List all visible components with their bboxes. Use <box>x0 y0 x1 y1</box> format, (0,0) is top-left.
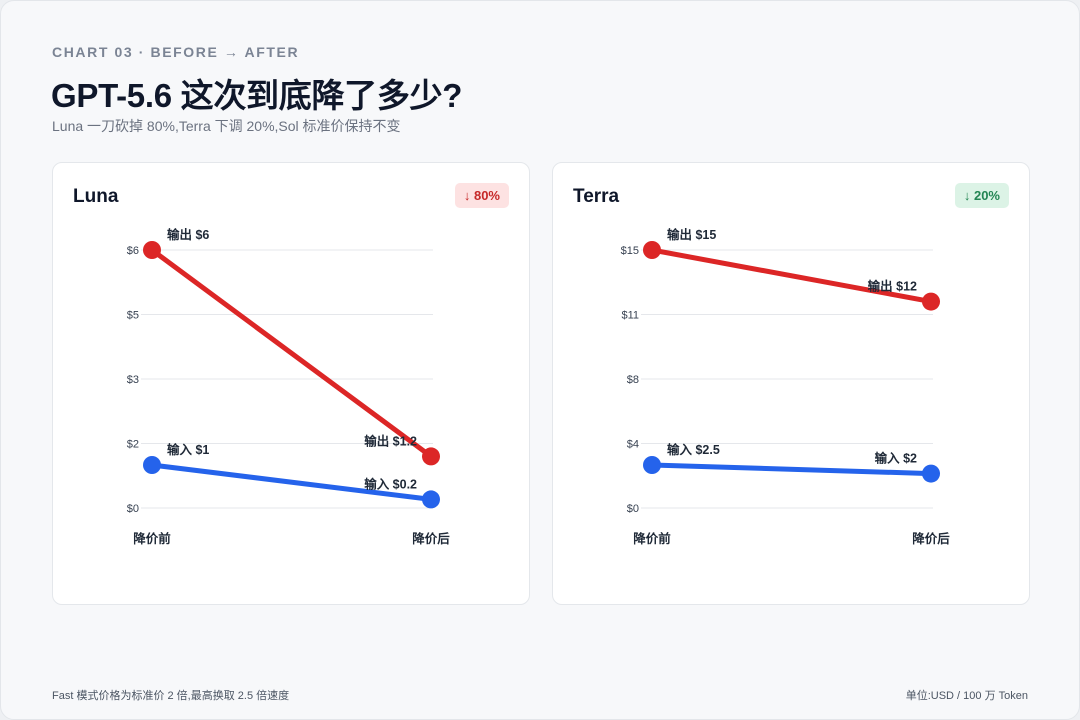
luna-slope-chart: $0 $2 $3 $5 $6 降价前 降价后 输出 $6 输出 $1.2 输入 $1 输入 $0.2 <box>127 227 450 546</box>
x-category-label: 降价后 <box>912 531 950 546</box>
y-tick-label: $5 <box>127 310 139 322</box>
chart-eyebrow: CHART 03 · BEFORE → AFTER <box>52 44 300 60</box>
data-point-output <box>643 241 661 259</box>
x-category-label: 降价前 <box>133 531 171 546</box>
series-line-output <box>649 247 934 305</box>
data-label: 输入 $2.5 <box>667 442 720 457</box>
data-label: 输入 $1 <box>167 442 209 457</box>
page-subtitle: Luna 一刀砍掉 80%,Terra 下调 20%,Sol 标准价保持不变 <box>52 118 401 134</box>
series-line-output <box>149 247 434 459</box>
data-label: 输出 $6 <box>167 227 209 242</box>
data-label: 输出 $15 <box>667 227 716 242</box>
data-label: 输入 $0.2 <box>364 476 417 491</box>
data-label: 输出 $12 <box>868 279 917 294</box>
data-point-input <box>143 456 161 474</box>
series-line-input <box>649 462 934 477</box>
y-tick-label: $8 <box>627 374 639 386</box>
series-line-input <box>149 462 434 502</box>
y-tick-label: $2 <box>127 439 139 451</box>
data-point-output <box>143 241 161 259</box>
data-label: 输出 $1.2 <box>364 433 417 448</box>
page-title: GPT-5.6 这次到底降了多少? <box>51 77 463 114</box>
x-category-label: 降价前 <box>633 531 671 546</box>
terra-chart-card: Terra ↓ 20% $0 $4 $8 $11 $15 降价前 降价后 输出 $15 输出 $… <box>552 162 1030 605</box>
y-tick-label: $3 <box>127 374 139 386</box>
y-tick-label: $4 <box>627 439 639 451</box>
terra-card-title: Terra <box>573 186 620 207</box>
y-tick-label: $0 <box>627 503 639 515</box>
terra-change-badge: ↓ 20% <box>954 183 1009 208</box>
data-point-input <box>422 490 440 509</box>
luna-chart-card: Luna ↓ 80% $0 $2 $3 $5 $6 降价前 降价后 输出 $6 输出 $1.2 输… <box>52 162 530 605</box>
x-category-label: 降价后 <box>412 531 450 546</box>
y-tick-label: $6 <box>127 245 139 257</box>
y-tick-label: $11 <box>621 310 639 322</box>
data-point-output <box>922 292 940 311</box>
footer-unit: 单位:USD / 100 万 Token <box>905 690 1028 702</box>
terra-slope-chart: $0 $4 $8 $11 $15 降价前 降价后 输出 $15 输出 $12 输入 $2.5 输入 … <box>621 227 951 546</box>
data-point-input <box>922 464 940 483</box>
footer-note: Fast 模式价格为标准价 2 倍,最高换取 2.5 倍速度 <box>52 690 290 702</box>
data-point-output <box>422 447 440 466</box>
y-tick-label: $0 <box>127 503 139 515</box>
luna-card-title: Luna <box>73 186 119 207</box>
luna-change-badge: ↓ 80% <box>454 183 509 208</box>
data-label: 输入 $2 <box>875 451 917 466</box>
data-point-input <box>643 456 661 474</box>
y-tick-label: $15 <box>621 245 639 257</box>
